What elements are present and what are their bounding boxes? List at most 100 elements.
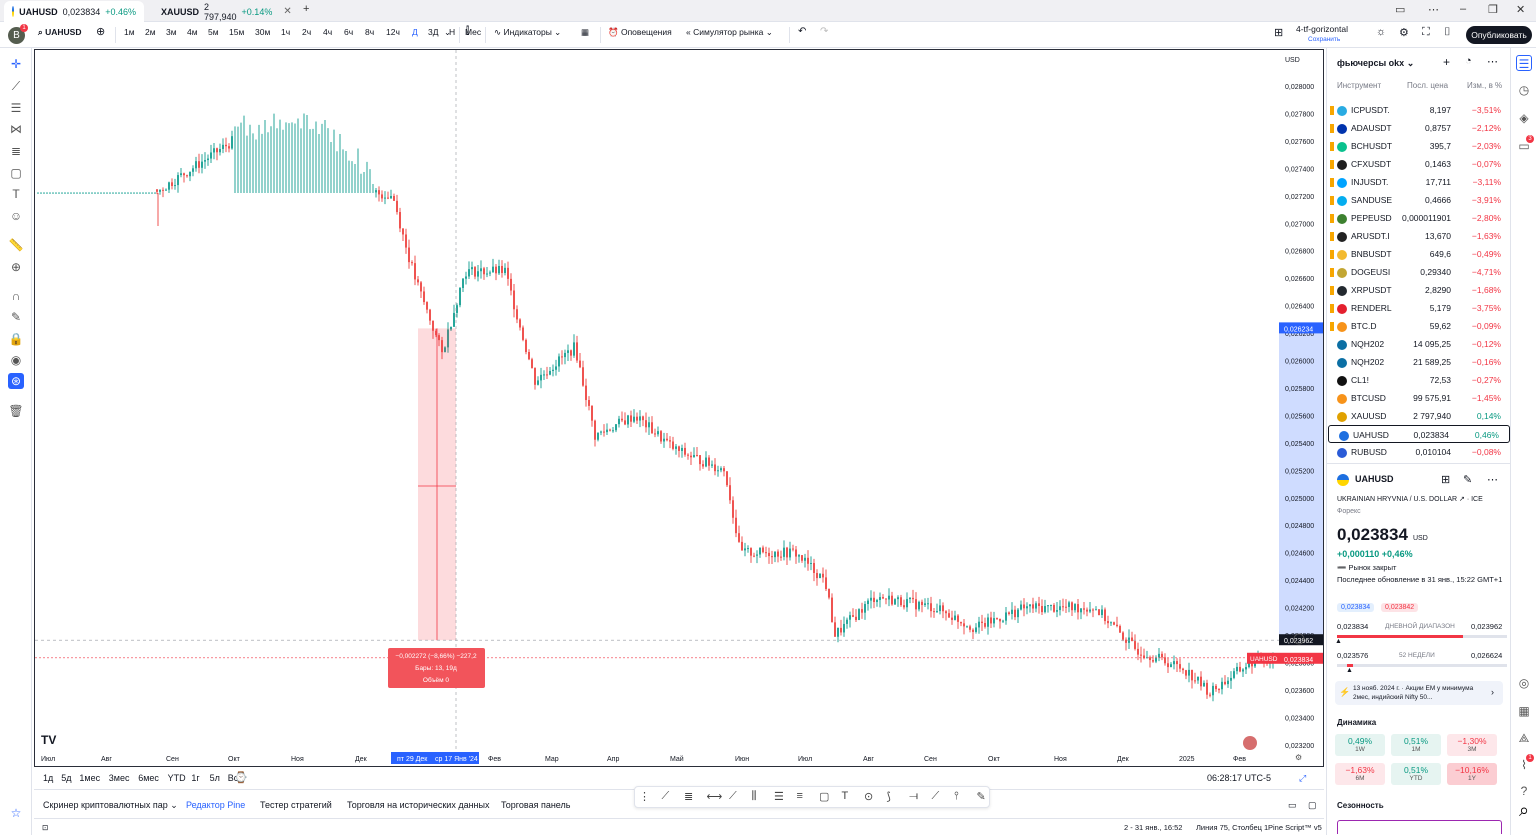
- interval-0[interactable]: 1м: [124, 27, 135, 37]
- horizontal-lines-icon[interactable]: ☰: [10, 101, 22, 115]
- sun-icon[interactable]: ☼: [1376, 26, 1387, 38]
- eye-icon[interactable]: ◉: [10, 353, 22, 367]
- chart-area[interactable]: USD 0,028000 0,027800 0,027600 0,027400 0,027…: [34, 49, 1324, 767]
- interval-4[interactable]: 5м: [208, 27, 219, 37]
- lock-icon[interactable]: 🔒: [8, 332, 24, 346]
- watchlist-row[interactable]: PEPEUSD 0,000011901 −2,80%: [1327, 209, 1511, 227]
- watchlist-row[interactable]: CFXUSDT 0,1463 −0,07%: [1327, 155, 1511, 173]
- panel-tab-1[interactable]: Редактор Pine: [186, 800, 246, 810]
- alert-clock-icon[interactable]: ◷: [1518, 83, 1530, 97]
- interval-8[interactable]: 2ч: [302, 27, 312, 37]
- watchlist-row[interactable]: NQH202 21 589,25 −0,16%: [1327, 353, 1511, 371]
- chevron-down-icon[interactable]: ⌄: [444, 27, 452, 37]
- watchlist-row[interactable]: INJUSDT. 17,711 −3,11%: [1327, 173, 1511, 191]
- menu-icon[interactable]: ⋯: [1428, 4, 1439, 16]
- path-icon[interactable]: ⟋: [661, 790, 670, 802]
- panel-tab-4[interactable]: Торговая панель: [501, 800, 571, 810]
- calendar-icon[interactable]: ▦: [1518, 704, 1530, 718]
- help-icon[interactable]: ?: [1520, 784, 1528, 798]
- col-symbol[interactable]: Инструмент: [1337, 81, 1382, 90]
- range-7[interactable]: 5л: [209, 773, 220, 783]
- rectangle-icon[interactable]: ▢: [10, 166, 22, 180]
- interval-6[interactable]: 30м: [255, 27, 271, 37]
- news-card[interactable]: ⚡ 13 нояб. 2024 г. · Акции ЕМ у минимума…: [1335, 681, 1503, 705]
- text-icon[interactable]: T: [841, 790, 849, 802]
- more-icon[interactable]: ⋯: [1487, 474, 1498, 486]
- close-icon[interactable]: ✕: [283, 6, 292, 17]
- devices-icon[interactable]: ▭: [1395, 4, 1406, 16]
- interval-2[interactable]: 3м: [166, 27, 177, 37]
- range-4[interactable]: 6мес: [138, 773, 159, 783]
- range-1[interactable]: 5д: [61, 773, 72, 783]
- wave-icon[interactable]: ⟆: [886, 791, 891, 803]
- templates-icon[interactable]: ▦: [581, 27, 590, 37]
- watchlist-row[interactable]: NQH202 14 095,25 −0,12%: [1327, 335, 1511, 353]
- range-3[interactable]: 3мес: [108, 773, 130, 783]
- vline-icon[interactable]: ⫯: [954, 790, 959, 802]
- close-window-icon[interactable]: ✕: [1516, 4, 1526, 16]
- watchlist-row[interactable]: BCHUSDT 395,7 −2,03%: [1327, 137, 1511, 155]
- lines-icon[interactable]: ☰: [774, 791, 784, 803]
- hline-icon[interactable]: ⟞: [909, 790, 919, 802]
- brush-icon[interactable]: ✎: [976, 791, 986, 803]
- ruler-icon[interactable]: 📏: [8, 238, 24, 252]
- chart-type-icon[interactable]: ⫿: [466, 26, 470, 37]
- interval-10[interactable]: 6ч: [344, 27, 354, 37]
- bars-icon[interactable]: ⫼: [751, 790, 757, 802]
- panel-tab-0[interactable]: Скринер криптовалютных пар ⌄: [43, 800, 178, 810]
- panel-tab-3[interactable]: Торговля на исторических данных: [347, 800, 490, 810]
- layout-name[interactable]: 4-tf-gorizontal: [1296, 24, 1348, 34]
- magnet-icon[interactable]: ∩: [11, 289, 21, 303]
- watchlist-row[interactable]: XRPUSDT 2,8290 −1,68%: [1327, 281, 1511, 299]
- interval-16[interactable]: Мес: [465, 27, 482, 37]
- text-icon[interactable]: T: [12, 187, 20, 201]
- rectangle-icon[interactable]: ▢: [819, 791, 830, 803]
- globe-icon[interactable]: ⊛: [8, 373, 24, 389]
- goto-date-icon[interactable]: ⌚: [234, 772, 248, 784]
- trendline-icon[interactable]: ⟋: [729, 790, 737, 802]
- interval-7[interactable]: 1ч: [281, 27, 291, 37]
- channel-icon[interactable]: ≡: [796, 790, 803, 802]
- compare-icon[interactable]: ⊕: [96, 26, 106, 38]
- trendline-icon[interactable]: ⟋: [11, 79, 21, 93]
- watchlist-row[interactable]: CL1! 72,53 −0,27%: [1327, 371, 1511, 389]
- chat-icon[interactable]: ▭: [1518, 139, 1530, 153]
- gear-icon[interactable]: ⚙: [1399, 27, 1409, 39]
- range-6[interactable]: 1г: [191, 773, 200, 783]
- watchlist-title[interactable]: фьючерсы okx ⌄: [1337, 58, 1415, 68]
- range-2[interactable]: 1мес: [79, 773, 101, 783]
- col-change[interactable]: Изм., в %: [1467, 81, 1503, 90]
- layout-icon[interactable]: ⊞: [1274, 27, 1284, 39]
- interval-12[interactable]: 12ч: [386, 27, 400, 37]
- edit-icon[interactable]: ✎: [1463, 474, 1473, 486]
- console-icon[interactable]: ⊡: [42, 823, 49, 832]
- range-5[interactable]: YTD: [167, 773, 186, 783]
- circle-icon[interactable]: ⊙: [864, 791, 874, 803]
- interval-9[interactable]: 4ч: [323, 27, 333, 37]
- col-last[interactable]: Посл. цена: [1407, 81, 1449, 90]
- trash-icon[interactable]: 🗑: [8, 404, 24, 418]
- interval-5[interactable]: 15м: [229, 27, 245, 37]
- fib-icon[interactable]: ≣: [684, 791, 694, 803]
- watchlist-row[interactable]: BNBUSDT 649,6 −0,49%: [1327, 245, 1511, 263]
- alerts-button[interactable]: ⏰ Оповещения: [608, 27, 672, 38]
- emoji-icon[interactable]: ☺: [9, 209, 23, 223]
- minimize-icon[interactable]: –: [1460, 3, 1467, 15]
- price-chart[interactable]: USD 0,028000 0,027800 0,027600 0,027400 0,027…: [35, 50, 1323, 766]
- crosshair-icon[interactable]: ✛: [10, 57, 22, 71]
- indicators-button[interactable]: ∿ Индикаторы ⌄: [494, 27, 562, 37]
- redo-icon[interactable]: ↷: [820, 26, 829, 37]
- symbol-search[interactable]: ⌕ UAHUSD: [38, 27, 82, 38]
- watchlist-icon[interactable]: ☰: [1516, 55, 1532, 71]
- watchlist-row[interactable]: SANDUSE 0,4666 −3,91%: [1327, 191, 1511, 209]
- watchlist-row[interactable]: XAUUSD 2 797,940 0,14%: [1327, 407, 1511, 425]
- grid-icon[interactable]: ⊞: [1441, 474, 1451, 486]
- search-icon[interactable]: ⌕: [1518, 800, 1530, 820]
- watchlist-row[interactable]: DOGEUSI 0,29340 −4,71%: [1327, 263, 1511, 281]
- arrow-icon[interactable]: ⟋: [931, 790, 940, 802]
- range-8[interactable]: Все: [227, 773, 244, 783]
- ray-icon[interactable]: ⟷: [706, 791, 723, 803]
- watchlist-row[interactable]: ADAUSDT 0,8757 −2,12%: [1327, 119, 1511, 137]
- interval-13[interactable]: Д: [412, 27, 418, 37]
- target-icon[interactable]: ◎: [1518, 676, 1530, 690]
